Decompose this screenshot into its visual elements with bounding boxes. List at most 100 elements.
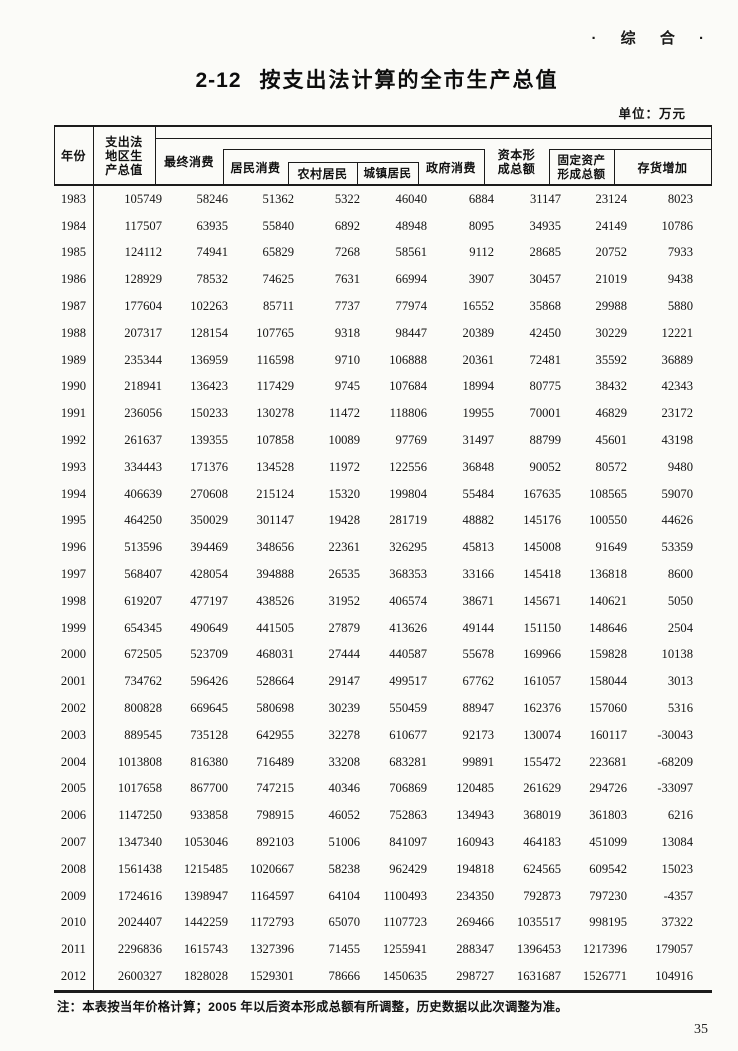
- cell-fixed-assets: 100550: [589, 513, 627, 528]
- cell-government-consumption: 67762: [462, 674, 494, 689]
- cell-rural-residents: 7631: [334, 272, 360, 287]
- cell-government-consumption: 194818: [456, 861, 494, 876]
- cell-inventory-increase: 36889: [661, 352, 693, 367]
- rural-left-divider: [288, 162, 289, 186]
- cell-year: 1988: [60, 325, 87, 340]
- cell-capital-formation: 130074: [523, 727, 561, 742]
- cell-rural-residents: 19428: [328, 513, 360, 528]
- cell-final-consumption: 867700: [190, 781, 228, 796]
- fixed-inventory-divider: [614, 149, 615, 186]
- cell-gdp: 1147250: [118, 808, 162, 823]
- cell-urban-residents: 752863: [389, 808, 427, 823]
- cell-capital-formation: 162376: [523, 701, 561, 716]
- cell-government-consumption: 18994: [462, 379, 494, 394]
- cell-resident-consumption: 1164597: [250, 888, 294, 903]
- cell-fixed-assets: 136818: [589, 567, 627, 582]
- cell-rural-residents: 10089: [328, 433, 360, 448]
- table-row: 1983 105749 58246 51362 5322 46040 6884 …: [54, 186, 712, 213]
- cell-inventory-increase: 13084: [661, 835, 693, 850]
- subheader-line-capital: [549, 149, 712, 150]
- cell-capital-formation: 30457: [529, 272, 561, 287]
- cell-inventory-increase: -33097: [657, 781, 693, 796]
- header-group-line: [155, 138, 712, 139]
- table-row: 1988 207317 128154 107765 9318 98447 203…: [54, 320, 712, 347]
- unit-label: 单位：万元: [618, 107, 686, 121]
- cell-year: 2000: [60, 647, 87, 662]
- cell-capital-formation: 1035517: [516, 915, 561, 930]
- cell-urban-residents: 58561: [395, 245, 427, 260]
- cell-rural-residents: 29147: [328, 674, 360, 689]
- cell-year: 1999: [60, 620, 87, 635]
- cell-fixed-assets: 223681: [589, 754, 627, 769]
- cell-gdp: 2600327: [117, 969, 162, 983]
- cell-urban-residents: 199804: [389, 486, 427, 501]
- col-header-inventory-increase: 存货增加: [637, 160, 688, 175]
- cell-resident-consumption: 528664: [256, 674, 294, 689]
- cell-resident-consumption: 51362: [262, 191, 294, 206]
- cell-rural-residents: 6892: [334, 218, 360, 233]
- cell-inventory-increase: 8600: [667, 567, 693, 582]
- header-right-border: [711, 125, 712, 186]
- cell-resident-consumption: 117429: [256, 379, 294, 394]
- cell-capital-formation: 70001: [529, 406, 561, 421]
- cell-capital-formation: 169966: [523, 647, 561, 662]
- cell-final-consumption: 58246: [196, 191, 228, 206]
- cell-fixed-assets: 157060: [589, 701, 627, 716]
- cell-government-consumption: 269466: [456, 915, 494, 930]
- cell-fixed-assets: 20752: [595, 245, 627, 260]
- cell-inventory-increase: -30043: [657, 727, 693, 742]
- cell-capital-formation: 792873: [523, 888, 561, 903]
- cell-gdp: 218941: [124, 379, 162, 394]
- cell-urban-residents: 610677: [389, 727, 427, 742]
- cell-fixed-assets: 1217396: [582, 942, 627, 957]
- cell-resident-consumption: 301147: [256, 513, 294, 528]
- cell-final-consumption: 1053046: [183, 835, 228, 850]
- cell-year: 1995: [60, 513, 87, 528]
- header-bottom-line: [54, 184, 712, 186]
- cell-final-consumption: 394469: [190, 540, 228, 555]
- cell-rural-residents: 46052: [328, 808, 360, 823]
- table-number: 2-12: [195, 69, 242, 92]
- cell-resident-consumption: 642955: [256, 727, 294, 742]
- cell-inventory-increase: 59070: [661, 486, 693, 501]
- cell-rural-residents: 32278: [328, 727, 360, 742]
- table-row: 1990 218941 136423 117429 9745 107684 18…: [54, 374, 712, 401]
- cell-urban-residents: 683281: [389, 754, 427, 769]
- table-title-text: 按支出法计算的全市生产总值: [259, 69, 559, 92]
- cell-gdp: 177604: [124, 299, 162, 314]
- cell-resident-consumption: 1020667: [249, 861, 294, 876]
- cell-year: 1996: [60, 540, 87, 555]
- gdp-divider: [155, 125, 156, 186]
- cell-final-consumption: 735128: [190, 727, 228, 742]
- cell-inventory-increase: 9438: [667, 272, 693, 287]
- cell-urban-residents: 122556: [389, 459, 427, 474]
- cell-urban-residents: 106888: [389, 352, 427, 367]
- cell-inventory-increase: 15023: [661, 861, 693, 876]
- cell-capital-formation: 261629: [523, 781, 561, 796]
- cell-inventory-increase: -68209: [657, 754, 693, 769]
- cell-rural-residents: 51006: [328, 835, 360, 850]
- cell-inventory-increase: 5316: [667, 701, 693, 716]
- cell-final-consumption: 477197: [190, 593, 228, 608]
- cell-final-consumption: 596426: [190, 674, 228, 689]
- cell-resident-consumption: 348656: [256, 540, 294, 555]
- cell-rural-residents: 58238: [328, 861, 360, 876]
- cell-government-consumption: 36848: [462, 459, 494, 474]
- col-header-year: 年份: [60, 148, 86, 163]
- table-row: 1993 334443 171376 134528 11972 122556 3…: [54, 454, 712, 481]
- cell-inventory-increase: 53359: [661, 540, 693, 555]
- cell-final-consumption: 1442259: [183, 915, 228, 930]
- cell-government-consumption: 3907: [468, 272, 494, 287]
- cell-year: 2002: [60, 701, 87, 716]
- cell-resident-consumption: 1172793: [250, 915, 294, 930]
- table-row: 1994 406639 270608 215124 15320 199804 5…: [54, 481, 712, 508]
- cell-urban-residents: 550459: [389, 701, 427, 716]
- cell-gdp: 207317: [124, 325, 162, 340]
- cell-fixed-assets: 23124: [595, 191, 627, 206]
- cell-urban-residents: 1255941: [382, 942, 427, 957]
- cell-capital-formation: 28685: [529, 245, 561, 260]
- cell-fixed-assets: 140621: [589, 593, 627, 608]
- cell-resident-consumption: 394888: [256, 567, 294, 582]
- cell-year: 2009: [60, 888, 87, 903]
- cell-capital-formation: 1631687: [516, 969, 561, 983]
